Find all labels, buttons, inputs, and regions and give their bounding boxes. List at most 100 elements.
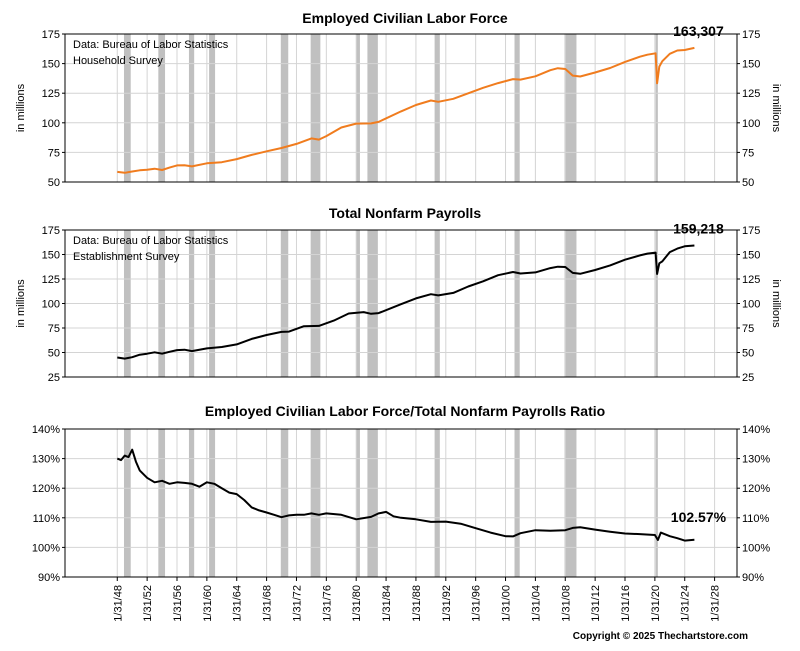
end-value-label: 102.57% (671, 509, 727, 525)
y-tick-label-right: 100 (742, 299, 760, 311)
x-tick-label: 1/31/16 (620, 585, 632, 622)
x-tick-label: 1/31/80 (351, 585, 363, 622)
y-tick-label-right: 75 (742, 147, 754, 159)
data-source-note: Data: Bureau of Labor Statistics (73, 39, 229, 51)
recession-band (310, 34, 321, 182)
x-tick-label: 1/31/56 (172, 585, 184, 622)
y-tick-label-left: 110% (33, 513, 61, 525)
x-tick-label: 1/31/12 (590, 585, 602, 622)
recession-band (188, 34, 195, 182)
y-tick-label-left: 90% (38, 572, 60, 584)
chart-title: Employed Civilian Labor Force/Total Nonf… (205, 403, 605, 419)
y-tick-label-right: 175 (742, 29, 760, 41)
y-axis-label-right: in millions (770, 84, 782, 133)
y-tick-label-left: 130% (32, 454, 60, 466)
series-line (117, 244, 695, 360)
y-tick-label-right: 150 (742, 250, 760, 262)
y-tick-label-left: 100% (32, 542, 60, 554)
y-tick-label-right: 50 (742, 348, 754, 360)
recession-band (367, 429, 378, 577)
series-line (117, 46, 695, 174)
recession-band (434, 429, 440, 577)
plot-frame (64, 33, 738, 183)
recession-band (188, 429, 195, 577)
x-tick-label: 1/31/76 (321, 585, 333, 622)
recession-band (209, 34, 216, 182)
x-tick-label: 1/31/28 (710, 585, 722, 622)
y-tick-label-right: 125 (742, 88, 760, 100)
y-tick-label-left: 120% (32, 483, 60, 495)
y-tick-label-right: 50 (742, 177, 754, 189)
recession-band (655, 34, 658, 182)
x-tick-label: 1/31/48 (112, 585, 124, 622)
plot-frame (64, 428, 738, 578)
y-tick-label-right: 90% (742, 572, 764, 584)
y-tick-label-right: 100% (742, 542, 770, 554)
series-lines (116, 46, 695, 542)
y-tick-label-right: 125 (742, 274, 760, 286)
recession-band (310, 429, 321, 577)
recession-band (123, 34, 131, 182)
x-tick-label: 1/31/72 (291, 585, 303, 622)
recession-band (514, 34, 520, 182)
recession-band (514, 429, 520, 577)
recession-band (356, 429, 360, 577)
recession-band (655, 429, 658, 577)
recession-band (209, 429, 216, 577)
y-axis-label-left: in millions (15, 83, 27, 132)
x-tick-label: 1/31/60 (202, 585, 214, 622)
recession-band (280, 429, 289, 577)
y-tick-label-right: 140% (742, 424, 770, 436)
y-axis-label-right: in millions (770, 279, 782, 328)
y-tick-label-left: 125 (42, 88, 60, 100)
y-tick-label-right: 130% (742, 454, 770, 466)
y-tick-label-left: 175 (42, 29, 60, 41)
chart-title: Employed Civilian Labor Force (302, 10, 508, 26)
y-tick-label-right: 100 (742, 118, 760, 130)
data-source-note: Establishment Survey (73, 251, 180, 263)
x-tick-label: 1/31/24 (680, 585, 692, 622)
y-tick-label-left: 150 (42, 250, 60, 262)
plot-frames (62, 33, 740, 578)
x-tick-label: 1/31/52 (142, 585, 154, 622)
y-tick-label-left: 140% (32, 424, 60, 436)
y-tick-label-left: 50 (48, 348, 60, 360)
recession-band (356, 34, 360, 182)
y-tick-label-left: 50 (48, 177, 60, 189)
chart-text: 50 50 75 75 100 100 125 125 150 150 175 175 in milli… (15, 10, 782, 584)
y-tick-label-right: 75 (742, 323, 754, 335)
y-tick-label-left: 150 (42, 59, 60, 71)
recession-band (564, 429, 577, 577)
data-source-note: Household Survey (73, 55, 163, 67)
y-tick-label-left: 25 (48, 372, 60, 384)
y-tick-label-right: 120% (742, 483, 770, 495)
series-line (116, 448, 695, 542)
x-tick-label: 1/31/96 (471, 585, 483, 622)
y-tick-label-left: 100 (42, 299, 60, 311)
data-source-note: Data: Bureau of Labor Statistics (73, 235, 229, 247)
x-tick-label: 1/31/64 (232, 585, 244, 622)
y-tick-label-left: 175 (42, 225, 60, 237)
x-tick-label: 1/31/88 (411, 585, 423, 622)
recession-band (367, 34, 378, 182)
y-tick-label-left: 75 (48, 323, 60, 335)
y-tick-label-left: 75 (48, 147, 60, 159)
recession-band (123, 429, 131, 577)
x-tick-label: 1/31/92 (441, 585, 453, 622)
recession-band (434, 34, 440, 182)
recession-band (280, 34, 289, 182)
chart-title: Total Nonfarm Payrolls (329, 205, 481, 221)
recession-band (564, 34, 577, 182)
y-tick-label-left: 100 (42, 118, 60, 130)
recession-band (158, 34, 166, 182)
end-value-label: 163,307 (673, 23, 724, 39)
y-tick-label-right: 25 (742, 372, 754, 384)
x-tick-label: 1/31/84 (381, 585, 393, 622)
x-tick-label: 1/31/68 (262, 585, 274, 622)
end-value-label: 159,218 (673, 220, 724, 236)
y-tick-label-right: 110% (742, 513, 770, 525)
y-tick-label-right: 150 (742, 59, 760, 71)
gridlines (65, 33, 737, 578)
